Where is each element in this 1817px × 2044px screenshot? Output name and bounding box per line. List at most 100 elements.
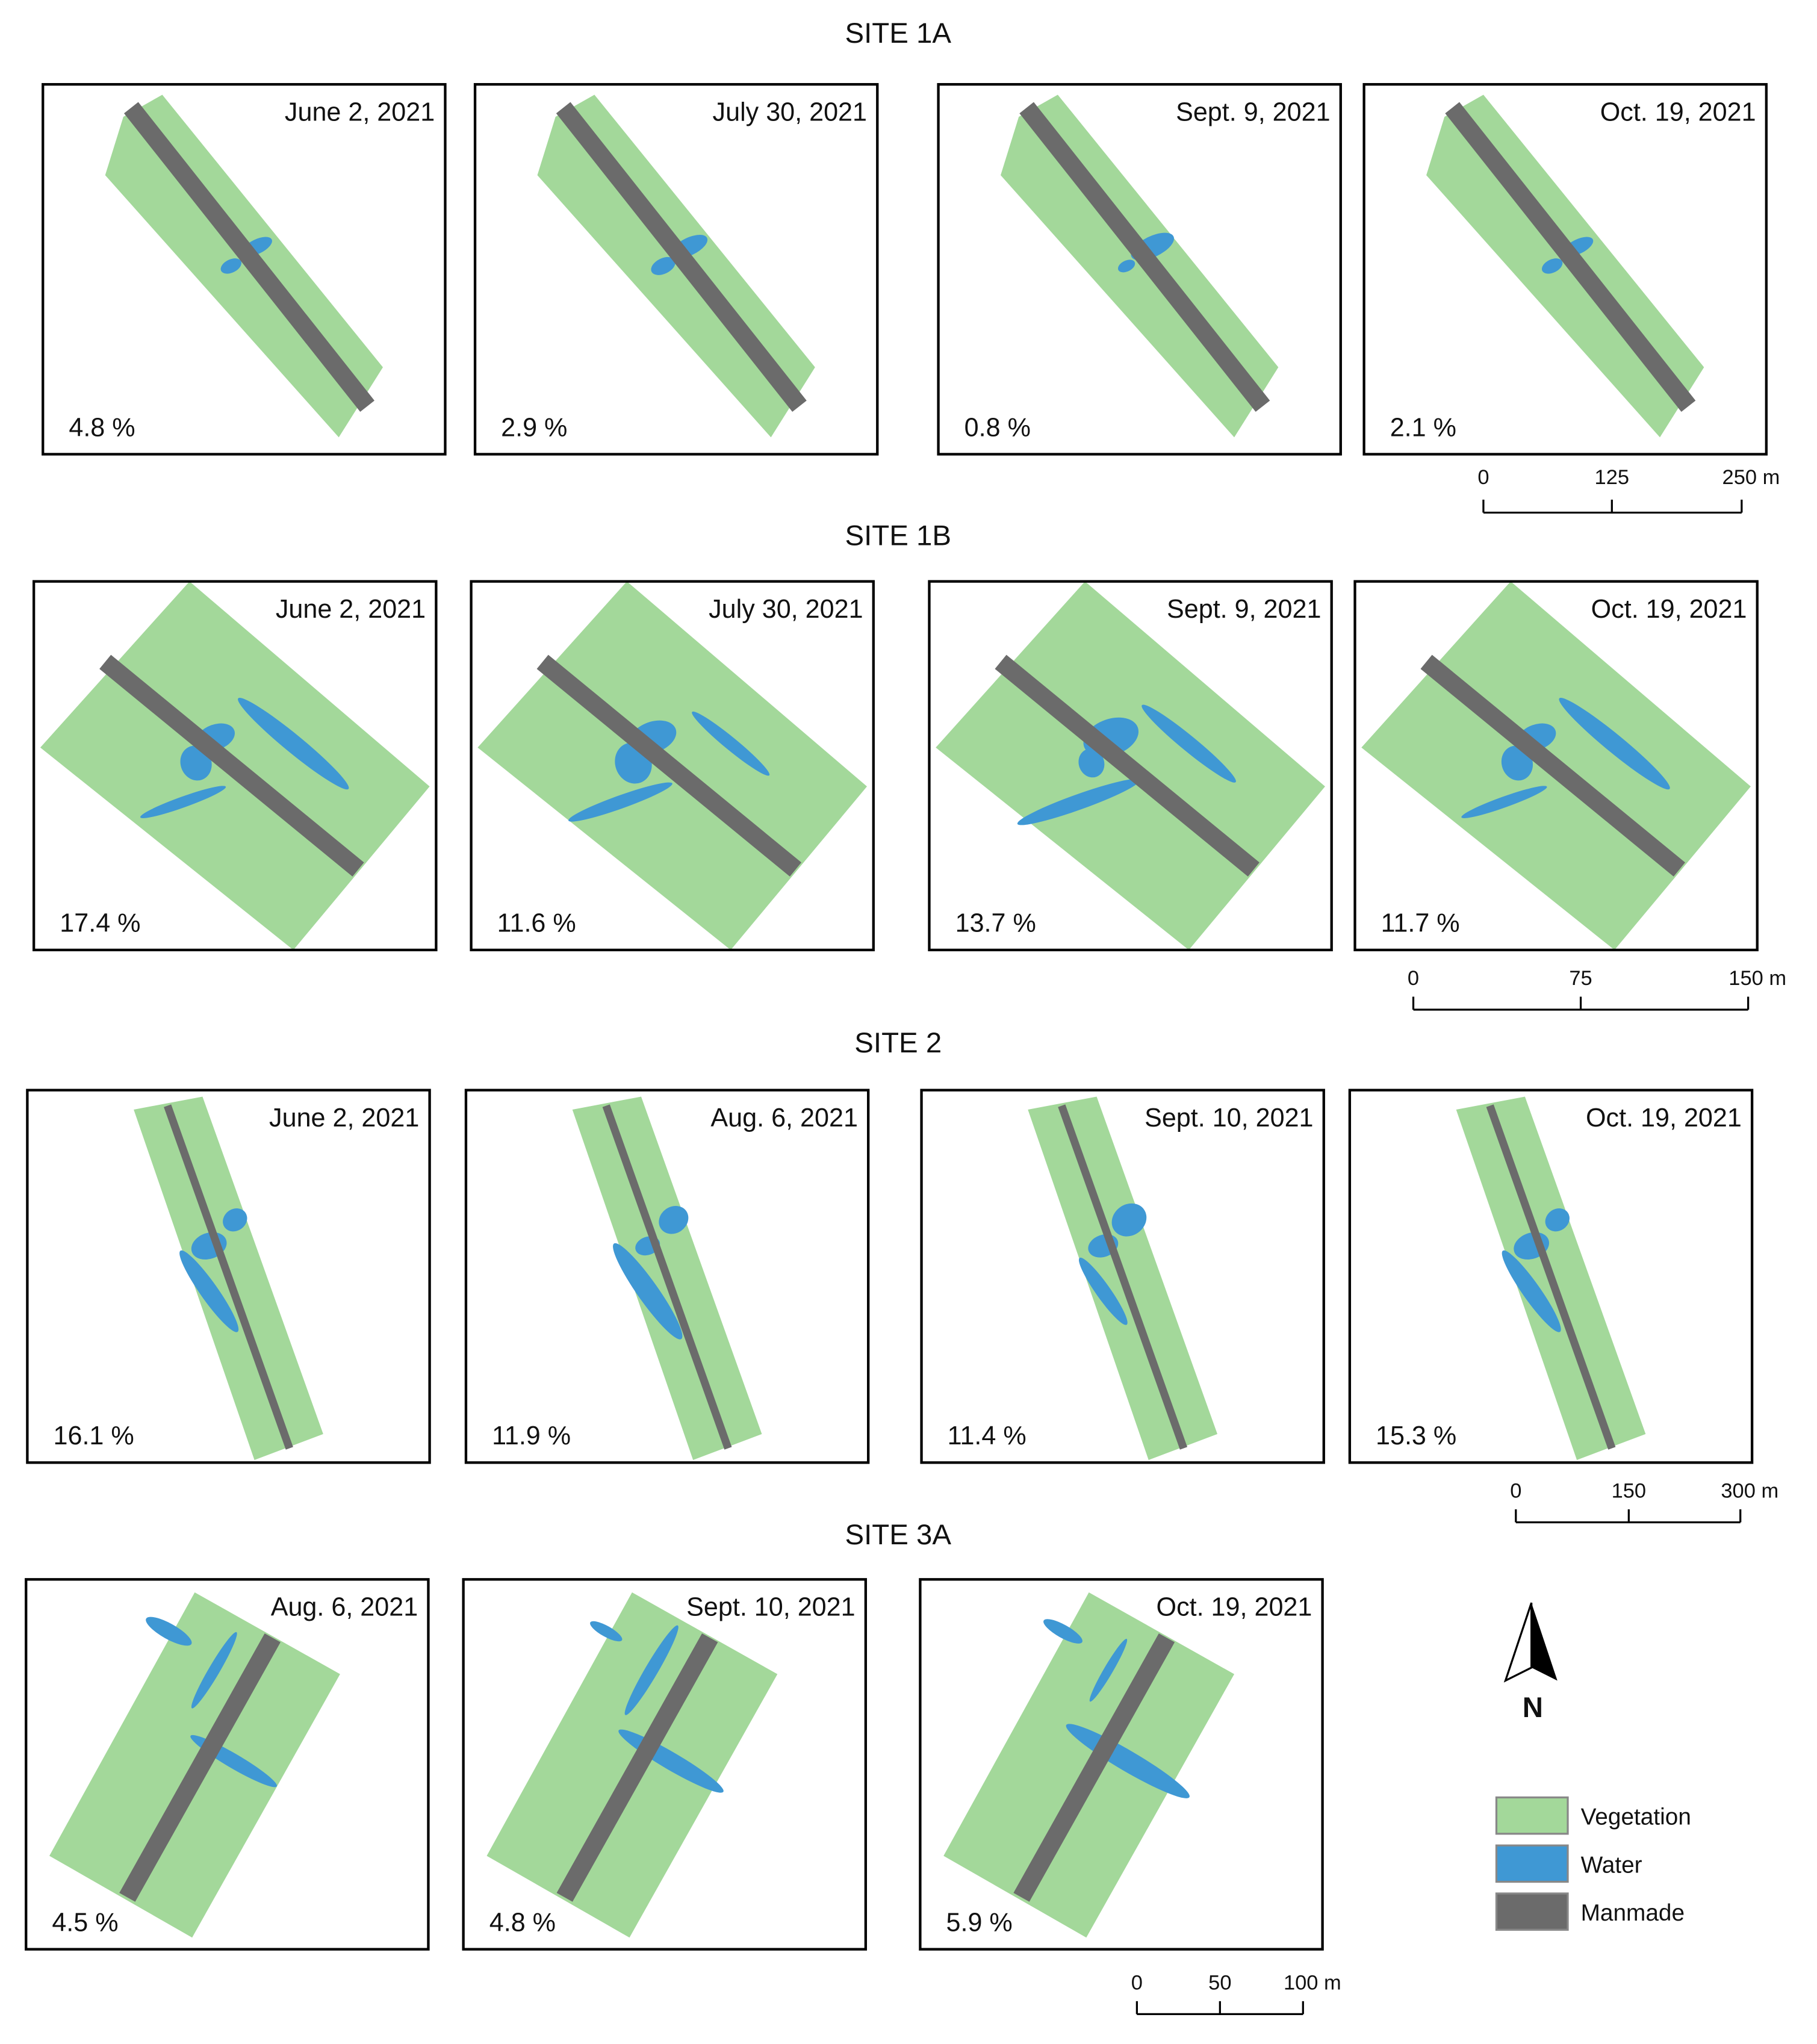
- map-panel: Oct. 19, 2021 15.3 %: [1348, 1089, 1754, 1464]
- water: [1541, 258, 1563, 274]
- water: [1461, 786, 1547, 818]
- manmade-road: [164, 1104, 293, 1450]
- map-panel: Aug. 6, 2021 4.5 %: [25, 1578, 430, 1951]
- map-panel: Oct. 19, 2021 5.9 %: [919, 1578, 1324, 1951]
- north-label: N: [1523, 1692, 1543, 1724]
- map-panel: June 2, 2021 4.8 %: [42, 82, 447, 456]
- date-label: Sept. 9, 2021: [1167, 595, 1321, 624]
- scale-label: 150: [1612, 1480, 1647, 1503]
- date-label: Sept. 10, 2021: [686, 1593, 855, 1622]
- water: [1545, 1208, 1570, 1232]
- water: [179, 1250, 239, 1332]
- percent-label: 4.5 %: [52, 1908, 118, 1937]
- manmade-road: [602, 1104, 732, 1450]
- date-label: July 30, 2021: [709, 595, 863, 624]
- date-label: Sept. 10, 2021: [1145, 1104, 1313, 1132]
- manmade-road: [995, 654, 1259, 877]
- percent-label: 4.8 %: [69, 413, 135, 442]
- map-content: [134, 1096, 323, 1460]
- map-content: [477, 581, 868, 950]
- manmade-road: [556, 102, 807, 412]
- panel-frame: [26, 1089, 431, 1464]
- manmade-road: [556, 1633, 718, 1902]
- map-content: [1001, 95, 1279, 438]
- panel-frame: [928, 580, 1333, 952]
- map-content: [486, 1592, 778, 1938]
- water: [692, 711, 770, 776]
- date-label: Oct. 19, 2021: [1586, 1104, 1742, 1132]
- map-panel: June 2, 2021 17.4 %: [33, 580, 438, 952]
- percent-label: 5.9 %: [946, 1908, 1013, 1937]
- legend-swatch: [1495, 1796, 1569, 1835]
- water: [1117, 259, 1135, 273]
- manmade-road: [119, 1633, 281, 1902]
- map-content: [1426, 95, 1704, 438]
- date-label: June 2, 2021: [269, 1104, 419, 1132]
- water: [1078, 1257, 1128, 1325]
- percent-label: 11.4 %: [948, 1421, 1027, 1450]
- water: [624, 1625, 679, 1715]
- scale-label: 0: [1510, 1480, 1521, 1503]
- water: [1017, 778, 1140, 825]
- map-content: [943, 1592, 1235, 1938]
- map-panel: Sept. 9, 2021 0.8 %: [937, 82, 1342, 456]
- water: [140, 786, 226, 818]
- map-content: [936, 581, 1325, 950]
- map-content: [105, 95, 383, 438]
- water: [1502, 1250, 1561, 1332]
- panel-frame: [1353, 580, 1759, 952]
- map-panel: Sept. 10, 2021 4.8 %: [462, 1578, 868, 1951]
- percent-label: 2.1 %: [1390, 413, 1456, 442]
- date-label: June 2, 2021: [285, 98, 435, 126]
- panel-frame: [1362, 82, 1768, 456]
- percent-label: 2.9 %: [501, 413, 567, 442]
- water: [651, 256, 676, 275]
- date-label: Aug. 6, 2021: [271, 1593, 418, 1622]
- date-label: Aug. 6, 2021: [710, 1104, 858, 1132]
- water: [1043, 1619, 1082, 1644]
- scale-label: 150 m: [1728, 967, 1786, 990]
- manmade-road: [1445, 102, 1696, 412]
- map-panel: Oct. 19, 2021 11.7 %: [1353, 580, 1759, 952]
- legend-swatch: [1495, 1844, 1569, 1883]
- percent-label: 16.1 %: [53, 1421, 134, 1450]
- panel-frame: [937, 82, 1342, 456]
- date-label: Oct. 19, 2021: [1157, 1593, 1312, 1622]
- map-content: [1028, 1096, 1218, 1460]
- scale-label: 125: [1595, 466, 1630, 489]
- map-panel: July 30, 2021 2.9 %: [473, 82, 879, 456]
- water: [223, 1208, 247, 1232]
- percent-label: 11.7 %: [1381, 909, 1460, 938]
- manmade-road: [1019, 102, 1270, 412]
- map-content: [1361, 581, 1751, 950]
- percent-label: 0.8 %: [964, 413, 1031, 442]
- percent-label: 4.8 %: [489, 1908, 556, 1937]
- manmade-road: [123, 102, 374, 412]
- water: [1111, 1203, 1147, 1237]
- site-title: SITE 1B: [845, 520, 951, 551]
- date-label: July 30, 2021: [713, 98, 867, 126]
- date-label: Oct. 19, 2021: [1591, 595, 1747, 624]
- water: [613, 1243, 683, 1340]
- manmade-road: [1420, 654, 1685, 877]
- panel-frame: [1348, 1089, 1754, 1464]
- date-label: Sept. 9, 2021: [1176, 98, 1330, 126]
- scale-label: 0: [1408, 967, 1419, 990]
- panel-frame: [42, 82, 447, 456]
- map-content: [1456, 1096, 1646, 1460]
- water: [191, 1632, 237, 1709]
- percent-label: 11.9 %: [492, 1421, 571, 1450]
- water: [146, 1617, 192, 1646]
- legend-swatch: [1495, 1892, 1569, 1931]
- scale-label: 0: [1131, 1971, 1143, 1994]
- water: [659, 1205, 689, 1234]
- manmade-road: [1013, 1633, 1175, 1902]
- manmade-road: [1486, 1104, 1616, 1450]
- panel-frame: [470, 580, 875, 952]
- water: [238, 698, 349, 790]
- percent-label: 15.3 %: [1376, 1421, 1456, 1450]
- map-panel: Sept. 9, 2021 13.7 %: [928, 580, 1333, 952]
- scale-label: 50: [1208, 1971, 1231, 1994]
- legend-label: Manmade: [1581, 1900, 1685, 1926]
